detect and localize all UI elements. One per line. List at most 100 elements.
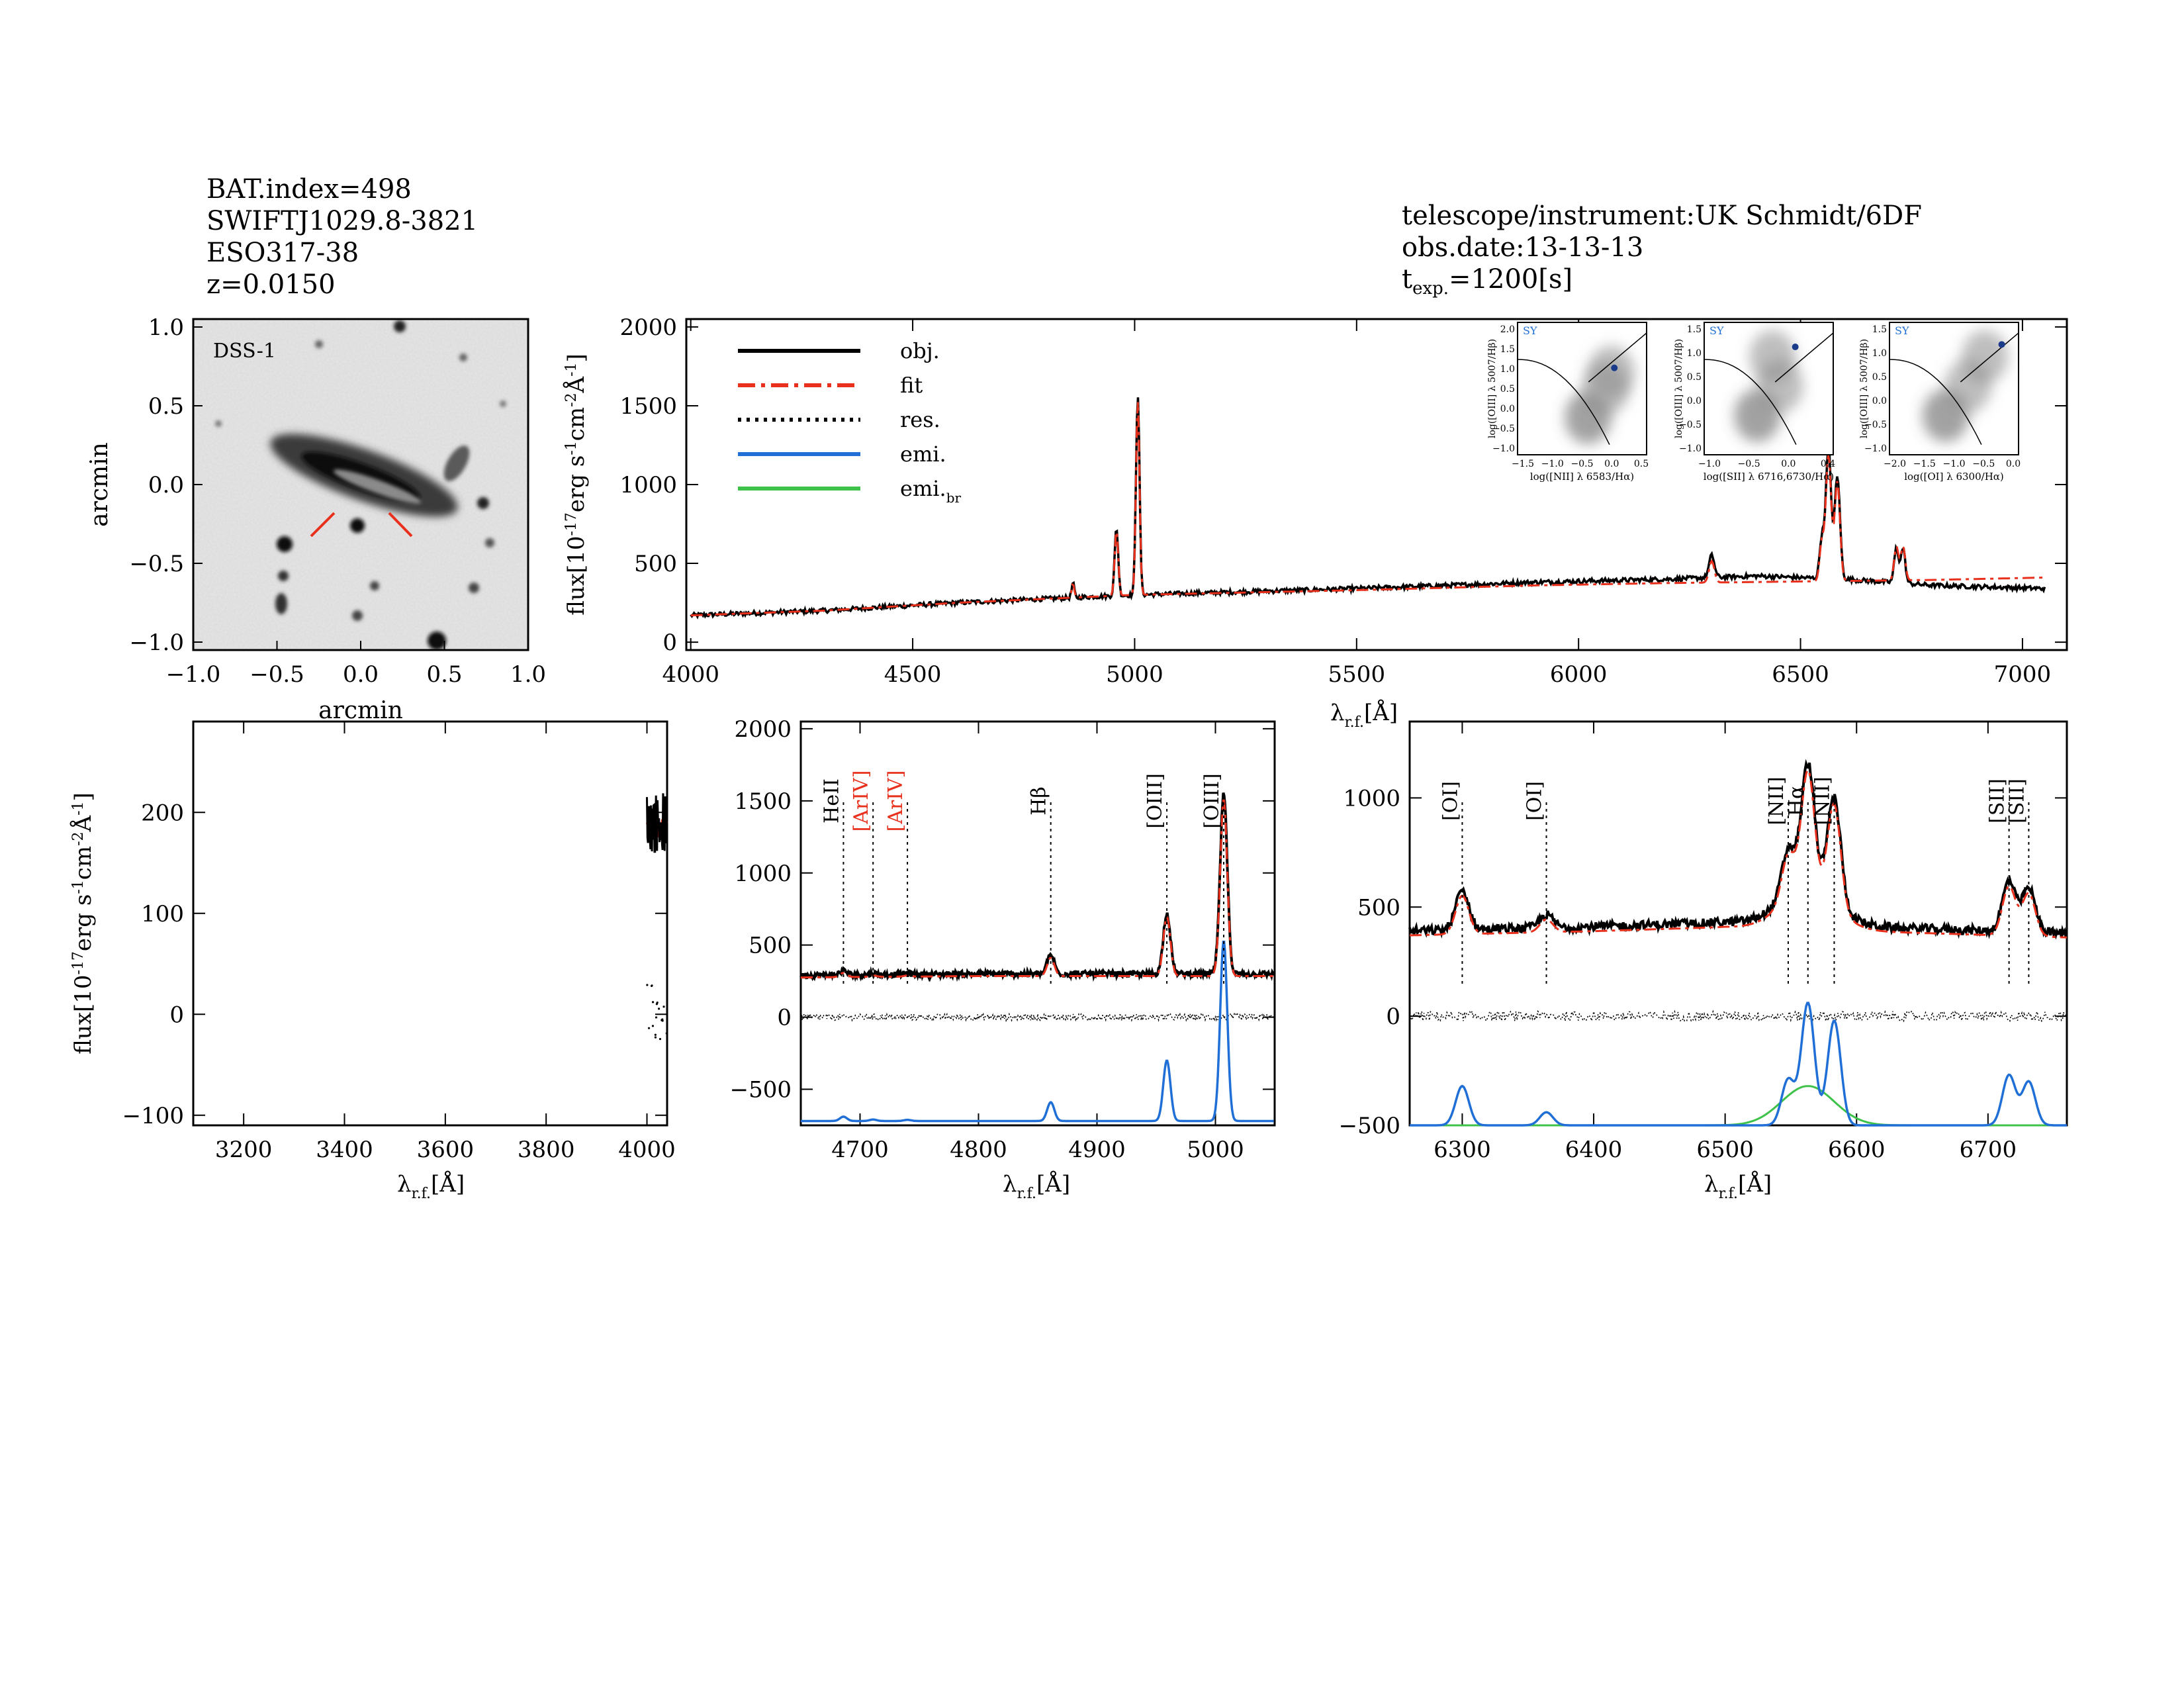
redshift: z=0.0150 bbox=[206, 269, 336, 300]
bpt-xlabel: log([OI] λ 6300/Hα) bbox=[1904, 471, 2004, 483]
header-left: BAT.index=498 SWIFTJ1029.8-3821 ESO317-3… bbox=[206, 173, 478, 301]
bpt-ytick-label: 1.0 bbox=[1687, 348, 1702, 359]
y-tick-label: 1500 bbox=[734, 788, 792, 815]
bpt-insets: SY−1.5 −1.0 −0.5 0.0 0.52.01.51.00.50.0−0.5−… bbox=[1487, 322, 2021, 483]
bpt-frame bbox=[1517, 322, 1647, 455]
bpt-ytick-label: −1.0 bbox=[1492, 444, 1515, 454]
y-tick-label: 0 bbox=[662, 630, 677, 656]
star bbox=[315, 340, 323, 348]
x-tick-label: 4800 bbox=[950, 1137, 1007, 1163]
y-tick-label: 500 bbox=[634, 551, 677, 577]
star bbox=[352, 610, 363, 621]
instrument: telescope/instrument:UK Schmidt/6DF bbox=[1402, 201, 1922, 231]
hbeta-frame bbox=[799, 720, 1276, 1127]
main-spectrum-panel: 4000 4500 5000 5500 6000 6500 7000 0 500 1000 1500… bbox=[563, 314, 2068, 731]
x-tick-label: 4000 bbox=[662, 661, 719, 688]
bpt-panel: SY −1.0 −0.5 0.0 0.4 1.5 1.0 0.5 0.0 −0.5 −1.0 log(… bbox=[1674, 322, 1835, 483]
hbeta-xlabel: λr.f.[Å] bbox=[1003, 1170, 1070, 1202]
bpt-xtick-label: 0.0 bbox=[2006, 459, 2021, 469]
line-label: [ArIV] bbox=[850, 771, 873, 832]
bpt-ylabel: log([OIII] λ 5007/Hβ) bbox=[1487, 339, 1498, 438]
blue-ticks: 3200 3400 3600 3800 4000 −100 0 100 200 bbox=[122, 722, 676, 1163]
bpt-xtick-label: −0.5 bbox=[1738, 459, 1760, 469]
companion-galaxy bbox=[443, 445, 470, 481]
x-tick-label: 6400 bbox=[1565, 1137, 1623, 1163]
bpt-xtick-label: −1.5 bbox=[1913, 459, 1936, 469]
slit-marker-right bbox=[388, 512, 413, 538]
main-ticks: 4000 4500 5000 5500 6000 6500 7000 0 500 1000 1500… bbox=[619, 314, 2067, 688]
x-tick-label: −0.5 bbox=[250, 661, 304, 688]
bpt-panel: SY−1.5 −1.0 −0.5 0.0 0.52.01.51.00.50.0−0.5−… bbox=[1487, 322, 1649, 483]
y-tick-label: −0.5 bbox=[129, 551, 184, 577]
bpt-ytick-label: −0.5 bbox=[1679, 420, 1702, 430]
x-tick-label: 6300 bbox=[1433, 1137, 1491, 1163]
legend-emibr: emi.br bbox=[900, 476, 961, 506]
legend-emi: emi. bbox=[900, 442, 946, 467]
hbeta-curves: HeII [ArIV] [ArIV] Hβ [OIII] [OIII] bbox=[799, 771, 1275, 1123]
residual-point bbox=[662, 1006, 665, 1008]
bpt-ytick-label: 0.5 bbox=[1687, 372, 1702, 383]
bpt-xtick-label: 0.4 bbox=[1821, 459, 1835, 469]
x-tick-label: 3400 bbox=[316, 1137, 373, 1163]
residual-line bbox=[800, 1011, 1275, 1023]
blue-frame bbox=[192, 720, 668, 1127]
blue-zoom-panel: 3200 3400 3600 3800 4000 −100 0 100 200 flux[10-… bbox=[69, 720, 676, 1202]
bpt-ytick-label: 0.0 bbox=[1687, 396, 1702, 406]
galaxy-dustlane bbox=[334, 469, 421, 504]
star bbox=[428, 632, 446, 650]
y-tick-label: −500 bbox=[730, 1077, 792, 1103]
bpt-seyfert-liner-line bbox=[1774, 332, 1834, 383]
y-tick-label: 1000 bbox=[734, 861, 792, 887]
star bbox=[459, 353, 467, 361]
line-label: [SII] bbox=[2005, 778, 2028, 823]
x-tick-label: 6600 bbox=[1828, 1137, 1886, 1163]
star bbox=[370, 581, 379, 590]
bpt-ytick-label: 1.5 bbox=[1500, 344, 1515, 355]
bpt-sy-tag: SY bbox=[1523, 324, 1537, 337]
residual-point bbox=[647, 1027, 651, 1029]
bpt-ytick-label: 1.0 bbox=[1500, 364, 1515, 375]
residual-point bbox=[659, 1038, 662, 1041]
bpt-object-point bbox=[1998, 341, 2005, 348]
x-tick-label: 4000 bbox=[618, 1137, 676, 1163]
line-label: [OIII] bbox=[1201, 773, 1224, 829]
bpt-ytick-label: −1.0 bbox=[1679, 444, 1702, 454]
x-tick-label: 5500 bbox=[1328, 661, 1386, 688]
bpt-ytick-label: −0.5 bbox=[1864, 420, 1887, 430]
halpha-ticks: 6300 6400 6500 6600 6700 −500 0 500 1000 bbox=[1339, 722, 2067, 1163]
y-tick-label: 1500 bbox=[619, 393, 677, 420]
bpt-panel: SY −2.0 −1.5 −1.0 −0.5 0.0 1.5 1.0 0.5 0.0 −0.5 −1.… bbox=[1859, 322, 2021, 483]
star bbox=[469, 583, 479, 593]
narrow-emission-line bbox=[1410, 1002, 2067, 1127]
residual-point bbox=[646, 984, 649, 986]
bpt-density bbox=[1588, 346, 1635, 399]
bpt-ytick-label: 0.5 bbox=[1872, 372, 1887, 383]
x-tick-label: 6500 bbox=[1696, 1137, 1754, 1163]
y-tick-label: 0.0 bbox=[148, 472, 184, 498]
bpt-ylabel: log([OIII] λ 5007/Hβ) bbox=[1859, 339, 1870, 438]
residual-point bbox=[654, 1033, 657, 1036]
bpt-xlabel: log([NII] λ 6583/Hα) bbox=[1530, 471, 1634, 483]
bpt-xtick-label: 0.0 bbox=[1781, 459, 1796, 469]
bpt-sy-tag: SY bbox=[1709, 324, 1724, 337]
bpt-demarcation bbox=[1704, 359, 1797, 445]
main-curves bbox=[690, 397, 2046, 620]
bpt-xtick-label: −1.0 bbox=[1943, 459, 1966, 469]
y-tick-label: 1000 bbox=[619, 472, 677, 498]
texp-sub: exp. bbox=[1412, 279, 1449, 299]
x-tick-label: 1.0 bbox=[510, 661, 546, 688]
bpt-xtick-label: −1.0 bbox=[1541, 459, 1564, 469]
obj-spectrum-line bbox=[646, 793, 668, 853]
dss-xticks: −1.0 −0.5 0.0 0.5 1.0 bbox=[166, 641, 546, 688]
halpha-curves: [OI] [OI] [NII]Hα [NII] [SII][SII] bbox=[1408, 759, 2068, 1127]
x-tick-label: 5000 bbox=[1187, 1137, 1244, 1163]
bpt-xtick-label: −0.5 bbox=[1571, 459, 1594, 469]
dss-label: DSS-1 bbox=[213, 340, 276, 363]
legend-obj: obj. bbox=[900, 338, 940, 363]
bpt-ytick-label: −1.0 bbox=[1864, 444, 1887, 454]
residual-point bbox=[655, 1016, 658, 1019]
y-tick-label: 500 bbox=[1357, 894, 1400, 921]
y-tick-label: 0.5 bbox=[148, 393, 184, 420]
